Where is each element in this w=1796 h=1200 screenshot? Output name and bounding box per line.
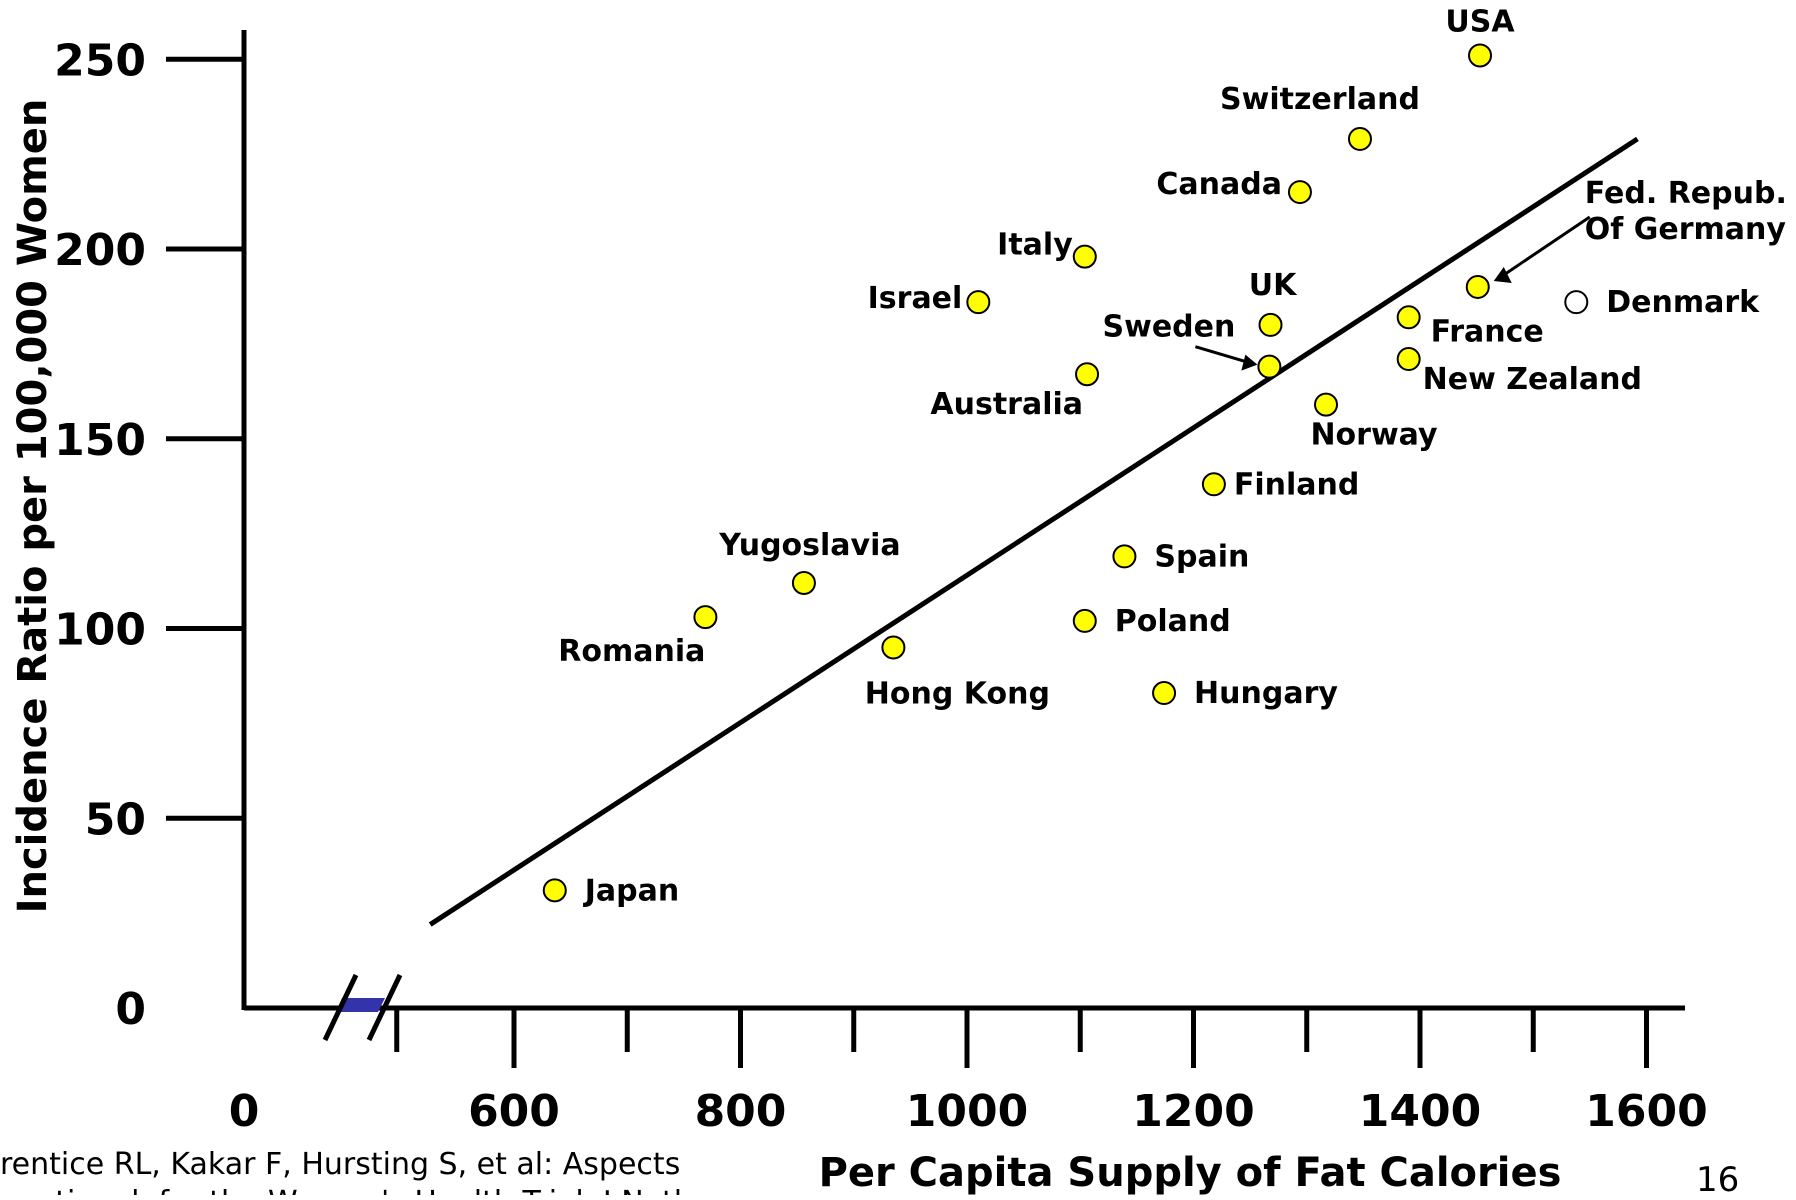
label-arrows — [1194, 215, 1591, 371]
x-tick-label: 1000 — [906, 1086, 1028, 1137]
point-label: Yugoslavia — [718, 528, 900, 563]
y-tick-label: 100 — [54, 605, 146, 656]
citation-line-1: rentice RL, Kakar F, Hursting S, et al: … — [0, 1147, 690, 1182]
x-tick-label: 800 — [695, 1086, 787, 1137]
y-tick-label: 200 — [54, 225, 146, 276]
point-label: Italy — [997, 228, 1073, 263]
data-point — [1347, 126, 1372, 151]
y-axis-title: Incidence Ratio per 100,000 Women — [10, 99, 56, 914]
x-tick-label: 600 — [468, 1086, 560, 1137]
x-tick-label: 0 — [229, 1086, 260, 1137]
point-label: Sweden — [1103, 310, 1236, 345]
point-label: Canada — [1156, 167, 1282, 202]
data-point — [1258, 312, 1283, 337]
data-point — [1072, 608, 1097, 633]
data-point — [693, 605, 718, 630]
arrow-line — [1194, 345, 1250, 365]
point-label: Of Germany — [1585, 212, 1787, 247]
x-tick-label: 1200 — [1132, 1086, 1254, 1137]
point-label: Denmark — [1606, 285, 1760, 320]
point-label: France — [1431, 314, 1544, 349]
arrow-line — [1502, 215, 1591, 277]
axis-break-mark — [366, 973, 403, 1042]
data-point — [1152, 681, 1177, 706]
arrow-head — [1241, 354, 1258, 371]
data-point — [1201, 472, 1226, 497]
point-label: Norway — [1310, 418, 1438, 453]
axis-break-mark — [322, 973, 359, 1042]
data-point — [1257, 354, 1282, 379]
citation-line-2: ventional, for the Women's Health Trial,… — [0, 1184, 690, 1195]
x-tick-label: 1600 — [1585, 1086, 1707, 1137]
point-label: New Zealand — [1423, 362, 1642, 397]
x-axis-title: Per Capita Supply of Fat Calories — [819, 1150, 1562, 1195]
point-label: Romania — [558, 634, 705, 669]
regression-line — [428, 136, 1639, 927]
data-point — [1465, 274, 1490, 299]
y-tick-label: 50 — [85, 794, 146, 845]
point-label: Australia — [930, 387, 1083, 422]
y-tick-label: 0 — [115, 984, 146, 1035]
data-point — [1564, 290, 1589, 315]
data-point — [1468, 43, 1493, 68]
x-axis-ticks: 0 600 800 1000 1200 1400 1600 — [229, 1008, 1708, 1137]
data-point — [1287, 180, 1312, 205]
y-axis-ticks: 0 50 100 150 200 250 — [54, 35, 244, 1035]
data-point — [1396, 347, 1421, 372]
y-tick-label: 150 — [54, 415, 146, 466]
citation-text: rentice RL, Kakar F, Hursting S, et al: … — [0, 1146, 690, 1195]
point-label: Israel — [868, 281, 963, 316]
data-point — [1112, 544, 1137, 569]
data-point — [1396, 305, 1421, 330]
point-label: Poland — [1115, 604, 1231, 639]
point-labels: USA Switzerland Canada Italy Israel Fed. Repu… — [558, 4, 1787, 908]
data-points — [542, 43, 1589, 903]
x-tick-label: 1400 — [1359, 1086, 1481, 1137]
point-label: Switzerland — [1220, 82, 1420, 117]
point-label: USA — [1445, 4, 1515, 39]
y-tick-label: 250 — [54, 35, 146, 86]
point-label: Spain — [1154, 539, 1249, 574]
data-point — [966, 290, 991, 315]
point-label: Japan — [583, 873, 679, 908]
point-label: Hong Kong — [865, 676, 1050, 711]
arrow-head — [1493, 266, 1512, 283]
data-point — [1072, 244, 1097, 269]
point-label: UK — [1249, 268, 1298, 303]
page-number: 16 — [1696, 1160, 1740, 1200]
point-label: Finland — [1234, 467, 1360, 502]
point-label: Hungary — [1194, 676, 1338, 711]
axis-break-fill — [336, 998, 385, 1012]
point-label: Fed. Repub. — [1585, 176, 1787, 211]
data-point — [791, 570, 816, 595]
data-point — [881, 635, 906, 660]
data-point — [542, 878, 567, 903]
regression-line-group — [428, 136, 1639, 927]
data-point — [1075, 362, 1100, 387]
data-point — [1314, 392, 1339, 417]
